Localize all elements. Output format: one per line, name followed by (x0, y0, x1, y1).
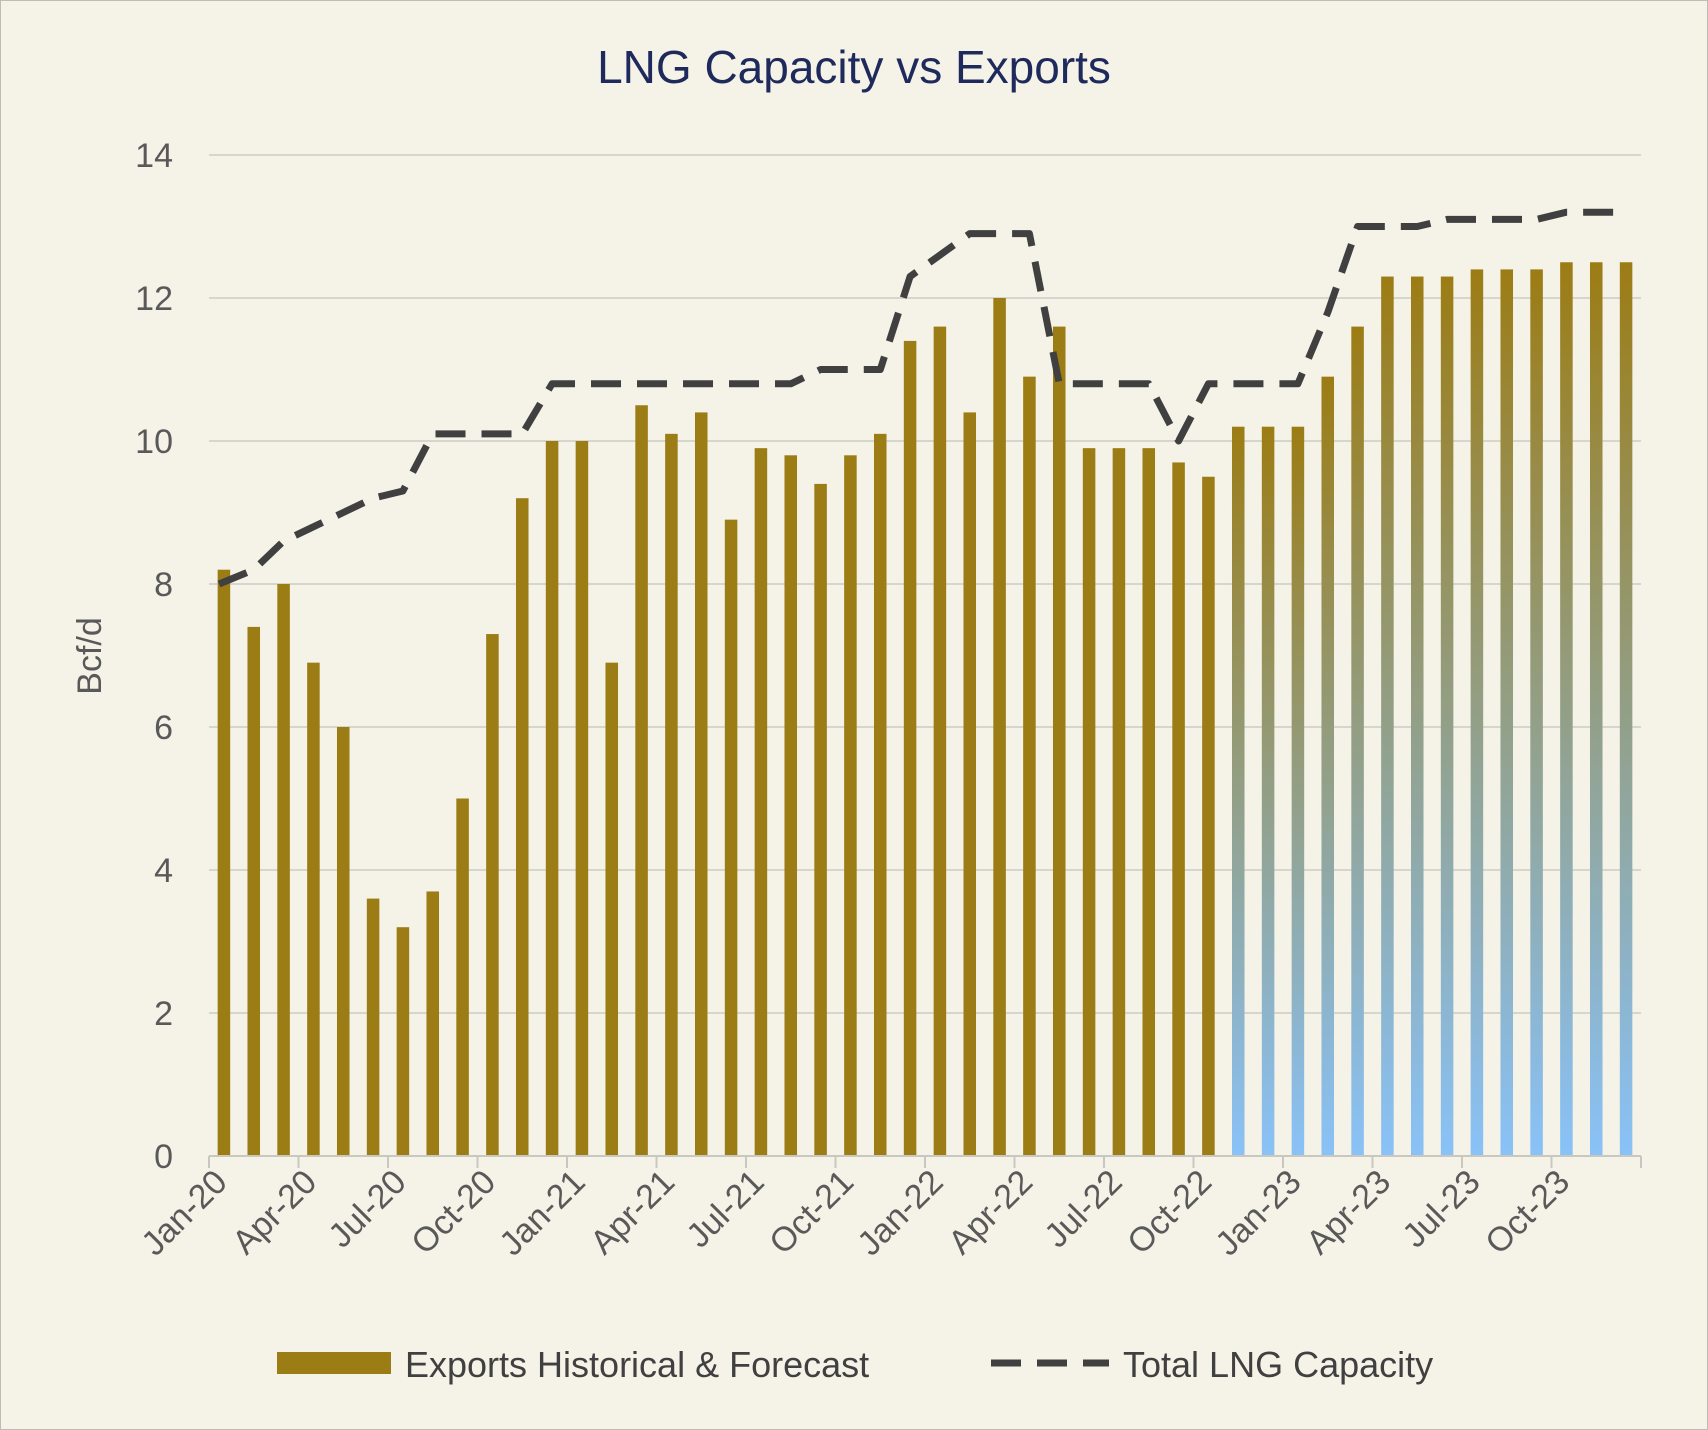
chart-title: LNG Capacity vs Exports (597, 41, 1111, 93)
bar-Dec-20 (545, 441, 559, 1156)
x-tick-label: Oct-21 (762, 1163, 861, 1262)
bar-Jun-21 (724, 519, 738, 1156)
bar-Feb-21 (605, 662, 619, 1156)
bar-Jul-21 (754, 448, 768, 1156)
bar-Sep-21 (814, 483, 827, 1156)
bar-Apr-23 (1381, 276, 1394, 1156)
bar-Jun-23 (1440, 276, 1454, 1156)
bar-Oct-20 (486, 634, 499, 1156)
bar-Dec-22 (1261, 426, 1275, 1156)
bar-Feb-20 (247, 626, 261, 1156)
bar-Nov-22 (1231, 426, 1245, 1156)
y-tick-label: 6 (154, 709, 173, 747)
bar-Apr-22 (1023, 376, 1036, 1156)
x-tick-label: Jan-21 (492, 1163, 592, 1263)
gridlines (209, 154, 1641, 1014)
x-tick-label: Oct-22 (1120, 1163, 1219, 1262)
y-axis-label: Bcf/d (71, 617, 109, 694)
x-tick-label: Jan-20 (134, 1163, 234, 1263)
bar-Mar-21 (635, 405, 648, 1156)
bar-Oct-22 (1202, 476, 1215, 1156)
y-tick-label: 8 (154, 566, 173, 604)
export-bars (217, 262, 1633, 1157)
bar-Jan-22 (933, 326, 947, 1157)
x-tick-label: Apr-20 (225, 1163, 324, 1262)
legend: Exports Historical & Forecast Total LNG … (277, 1344, 1433, 1385)
bar-Jan-23 (1291, 426, 1305, 1156)
y-tick-label: 14 (135, 137, 173, 175)
x-tick-label: Oct-23 (1478, 1163, 1577, 1262)
bar-Feb-22 (963, 412, 977, 1156)
legend-label-exports: Exports Historical & Forecast (405, 1344, 869, 1385)
x-tick-label: Jan-22 (850, 1163, 950, 1263)
bar-Aug-20 (426, 891, 440, 1156)
x-tick-label: Apr-22 (941, 1163, 1040, 1262)
y-tick-label: 4 (154, 852, 173, 890)
x-tick-label: Jan-23 (1208, 1163, 1308, 1263)
x-tick-label: Jul-22 (1037, 1163, 1129, 1255)
x-tick-label: Apr-21 (583, 1163, 682, 1262)
bar-Jan-21 (575, 441, 589, 1156)
bar-May-20 (336, 727, 350, 1156)
y-tick-label: 0 (154, 1138, 173, 1176)
bar-Sep-20 (456, 798, 469, 1156)
bar-Sep-22 (1172, 462, 1185, 1156)
bar-Oct-23 (1560, 262, 1573, 1156)
legend-swatch-exports (277, 1352, 391, 1374)
bar-May-21 (694, 412, 708, 1156)
bar-Aug-23 (1500, 269, 1514, 1156)
bar-Jun-22 (1082, 448, 1096, 1156)
legend-label-capacity: Total LNG Capacity (1123, 1344, 1433, 1385)
bar-Apr-21 (665, 433, 678, 1157)
bar-Feb-23 (1321, 376, 1335, 1156)
y-tick-label: 12 (135, 280, 173, 318)
x-tick-label: Jul-23 (1395, 1163, 1487, 1255)
bar-Nov-21 (873, 433, 887, 1157)
bar-Dec-23 (1619, 262, 1633, 1156)
bar-Sep-23 (1530, 269, 1543, 1156)
bar-May-23 (1410, 276, 1424, 1156)
bar-Jul-20 (396, 927, 410, 1156)
x-axis (208, 1155, 1642, 1168)
y-tick-labels: 0 2 4 6 8 10 12 14 (135, 137, 173, 1176)
y-tick-label: 2 (154, 995, 173, 1033)
x-tick-labels: Jan-20Apr-20Jul-20Oct-20Jan-21Apr-21Jul-… (134, 1163, 1577, 1263)
bar-Mar-20 (277, 584, 290, 1156)
bar-Jul-23 (1470, 269, 1484, 1156)
bar-Oct-21 (844, 455, 857, 1156)
bar-Nov-23 (1589, 262, 1603, 1156)
bar-Jan-20 (217, 569, 231, 1156)
bar-Mar-23 (1351, 326, 1364, 1157)
bar-May-22 (1052, 326, 1066, 1157)
x-tick-label: Oct-20 (404, 1163, 503, 1262)
bar-Jul-22 (1112, 448, 1126, 1156)
bar-Mar-22 (993, 298, 1006, 1156)
x-tick-label: Jul-21 (679, 1163, 771, 1255)
bar-Aug-22 (1142, 448, 1156, 1156)
bar-Apr-20 (307, 662, 320, 1156)
bar-Jun-20 (366, 898, 380, 1156)
y-tick-label: 10 (135, 423, 173, 461)
x-tick-label: Apr-23 (1299, 1163, 1398, 1262)
x-tick-label: Jul-20 (321, 1163, 413, 1255)
capacity-line (217, 208, 1627, 588)
bar-Dec-21 (903, 340, 917, 1156)
bar-Aug-21 (784, 455, 798, 1156)
bar-Nov-20 (515, 498, 529, 1156)
capacity-line-path (217, 208, 1627, 588)
